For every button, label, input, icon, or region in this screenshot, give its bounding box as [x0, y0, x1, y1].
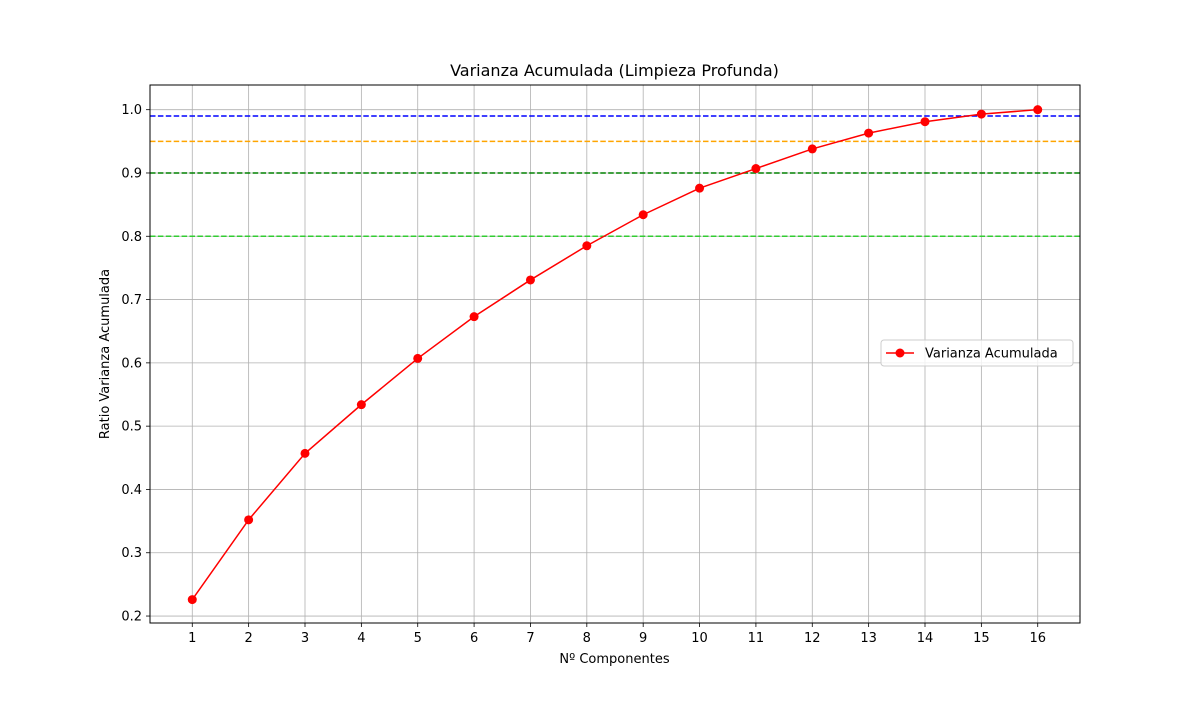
x-tick-label: 6: [470, 631, 478, 646]
y-tick-label: 1.0: [121, 103, 142, 118]
y-axis-label: Ratio Varianza Acumulada: [98, 269, 113, 439]
y-tick-label: 0.9: [121, 166, 142, 181]
x-tick-label: 15: [973, 631, 990, 646]
plot-frame: [149, 84, 1081, 624]
y-tick-label: 0.8: [121, 230, 142, 245]
data-point: [976, 109, 986, 119]
data-point: [300, 448, 310, 458]
legend-label: Varianza Acumulada: [925, 347, 1058, 362]
data-point: [582, 241, 592, 251]
y-tick-label: 0.5: [121, 420, 142, 435]
data-point: [864, 128, 874, 138]
data-point: [695, 183, 705, 193]
x-tick-label: 12: [804, 631, 821, 646]
x-axis-label: Nº Componentes: [559, 652, 669, 667]
data-point: [525, 275, 535, 285]
y-tick-label: 0.2: [121, 610, 142, 625]
legend: Varianza Acumulada: [880, 339, 1074, 367]
x-tick-label: 10: [691, 631, 708, 646]
data-point: [807, 144, 817, 154]
data-point: [638, 210, 648, 220]
data-point: [751, 164, 761, 174]
x-tick-label: 5: [414, 631, 422, 646]
x-tick-label: 1: [188, 631, 196, 646]
data-point: [469, 312, 479, 322]
series-layer: [187, 105, 1043, 605]
reference-lines: [150, 115, 1080, 238]
x-tick-label: 9: [639, 631, 647, 646]
series-line: [191, 108, 1038, 601]
data-point: [1033, 105, 1043, 115]
x-tick-label: 4: [357, 631, 365, 646]
x-tick-label: 2: [244, 631, 252, 646]
data-point: [244, 515, 254, 525]
x-tick-label: 11: [748, 631, 765, 646]
x-tick-label: 7: [526, 631, 534, 646]
chart-title: Varianza Acumulada (Limpieza Profunda): [450, 61, 779, 80]
data-point: [187, 595, 197, 605]
x-tick-label: 14: [917, 631, 934, 646]
x-axis-ticks: 1 2 3 4 5 6 7 8 9 10 11 12 13 14 15 16: [188, 623, 1046, 646]
x-tick-label: 8: [583, 631, 591, 646]
y-tick-label: 0.7: [121, 293, 142, 308]
data-point: [413, 353, 423, 363]
x-tick-label: 13: [860, 631, 877, 646]
y-tick-label: 0.3: [121, 546, 142, 561]
y-axis-ticks: 0.2 0.3 0.4 0.5 0.6 0.7 0.8 0.9 1.0: [121, 103, 150, 625]
data-point: [920, 117, 930, 127]
x-tick-label: 16: [1029, 631, 1046, 646]
y-tick-label: 0.4: [121, 483, 142, 498]
data-point: [356, 400, 366, 410]
x-tick-label: 3: [301, 631, 309, 646]
legend-marker-swatch: [895, 348, 905, 358]
legend-box: [880, 339, 1074, 367]
y-tick-label: 0.6: [121, 356, 142, 371]
